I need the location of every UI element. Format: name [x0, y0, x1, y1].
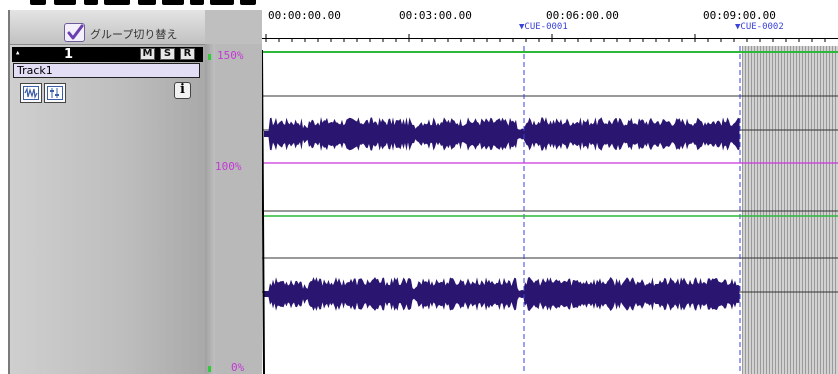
scale-label-top: 150% — [217, 49, 244, 62]
time-label-0: 00:00:00.00 — [268, 9, 341, 22]
cue-label-1: CUE-0001 — [524, 22, 568, 32]
cue-label-2: CUE-0002 — [740, 22, 784, 32]
out-of-range-region — [742, 46, 838, 374]
waveform-area[interactable] — [262, 46, 838, 374]
timeline-ruler[interactable]: 00:00:00.00 00:03:00.00 00:06:00.00 00:0… — [262, 0, 838, 46]
time-label-2: 00:06:00.00 — [546, 9, 619, 22]
track-number: 1 — [64, 47, 74, 62]
playhead-line[interactable] — [262, 49, 265, 374]
ruler-baseline — [262, 38, 838, 39]
mixer-tool-button[interactable] — [44, 83, 66, 103]
track-header: ▴ 1 M S R — [12, 47, 203, 62]
group-toggle-label: グループ切り替え — [90, 28, 178, 41]
scale-label-bottom: 0% — [231, 361, 245, 374]
record-button[interactable]: R — [180, 48, 195, 60]
info-button[interactable]: i — [174, 82, 191, 99]
group-toggle-bar: グループ切り替え — [10, 10, 205, 45]
cue-lines — [523, 46, 741, 374]
time-label-1: 00:03:00.00 — [399, 9, 472, 22]
waveform-tool-button[interactable] — [20, 83, 42, 103]
group-toggle-checkbox[interactable] — [64, 23, 85, 42]
time-label-3: 00:09:00.00 — [703, 9, 776, 22]
waveform-canvas — [262, 46, 838, 374]
level-scale: 150% 100% 0% — [205, 10, 262, 374]
scale-header — [205, 10, 262, 44]
track-panel: グループ切り替え ▴ 1 M S R Track1 i — [8, 10, 205, 374]
scale-marker-top — [208, 54, 211, 60]
mute-button[interactable]: M — [140, 48, 155, 60]
mixer-tool-icon — [47, 86, 63, 100]
waveform-channel — [264, 277, 740, 311]
checkmark-icon — [67, 24, 84, 40]
scale-marker-bottom — [208, 366, 211, 372]
waveform-channels — [264, 117, 740, 311]
cue-marker-1[interactable]: ▼CUE-0001 — [519, 22, 568, 32]
track-name-field[interactable]: Track1 — [13, 63, 200, 78]
solo-button[interactable]: S — [160, 48, 175, 60]
collapse-arrow-icon[interactable]: ▴ — [15, 48, 21, 58]
scale-label-mid: 100% — [215, 160, 242, 173]
cue-marker-2[interactable]: ▼CUE-0002 — [735, 22, 784, 32]
waveform-tool-icon — [23, 86, 39, 100]
waveform-channel — [264, 117, 740, 151]
